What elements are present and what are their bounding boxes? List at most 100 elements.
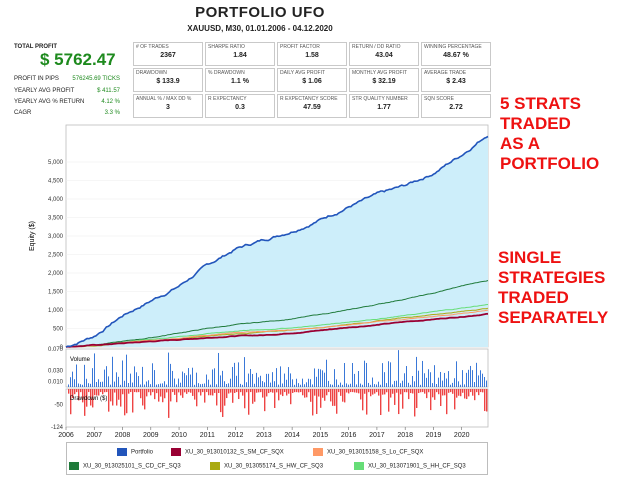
drawdown-bar: [220, 389, 222, 413]
volume-bar: [372, 377, 373, 387]
y-tick-label: 3,000: [48, 234, 64, 240]
x-tick-label: 2020: [454, 432, 470, 439]
volume-bar: [202, 383, 203, 387]
drawdown-bar: [228, 389, 230, 394]
drawdown-bar: [98, 389, 100, 396]
stat-label: SQN SCORE: [424, 96, 455, 102]
stat-value: 2367: [160, 52, 176, 59]
drawdown-bar: [178, 389, 180, 393]
volume-bar: [476, 362, 477, 387]
portfolio-annotation: 5 STRATS TRADED AS A PORTFOLIO: [500, 94, 599, 174]
volume-bar: [342, 384, 343, 387]
volume-bar: [78, 383, 79, 387]
summary-value: 3.3 %: [104, 110, 120, 116]
stat-value: 1.58: [305, 52, 319, 59]
volume-bar: [76, 364, 77, 387]
volume-bar: [438, 377, 439, 387]
volume-bar: [128, 383, 129, 387]
drawdown-bar: [432, 389, 434, 398]
volume-bar: [322, 370, 323, 387]
stat-value: 0.3: [235, 104, 245, 111]
drawdown-bar: [144, 389, 146, 410]
volume-bar: [330, 384, 331, 387]
volume-bar: [174, 378, 175, 387]
drawdown-bar: [486, 389, 488, 412]
drawdown-bar: [236, 389, 238, 393]
stat-sqn-score: SQN SCORE 2.72: [421, 94, 491, 118]
chart-legend: Portfolio XU_30_913010132_S_SM_CF_SQX XU…: [66, 442, 488, 475]
legend-swatch: [69, 462, 79, 470]
drawdown-bar: [124, 389, 126, 416]
drawdown-bar: [216, 389, 218, 406]
drawdown-bar: [426, 389, 428, 399]
volume-bar: [172, 370, 173, 387]
volume-bar: [96, 381, 97, 387]
stat-annual-max-dd: ANNUAL % / MAX DD % 3: [133, 94, 203, 118]
volume-bar: [474, 382, 475, 387]
total-profit-label: TOTAL PROFIT: [14, 44, 57, 50]
volume-bar: [356, 384, 357, 387]
volume-bar: [328, 380, 329, 387]
volume-bar: [266, 373, 267, 387]
series-line-0: [65, 135, 489, 348]
volume-bar: [396, 380, 397, 387]
summary-row: CAGR 3.3 %: [14, 110, 120, 116]
volume-bar: [258, 377, 259, 387]
stat-value: 43.04: [375, 52, 393, 59]
drawdown-bar: [276, 389, 278, 393]
drawdown-bar: [226, 389, 228, 399]
drawdown-bar: [202, 389, 204, 393]
drawdown-bar: [138, 389, 140, 393]
volume-y-tick-label: 0.010: [48, 380, 64, 386]
drawdown-bar: [376, 389, 378, 393]
volume-bar: [234, 362, 235, 387]
drawdown-bar: [484, 389, 486, 412]
volume-bar: [402, 380, 403, 387]
stat-return-dd-ratio: RETURN / DD RATIO 43.04: [349, 42, 419, 66]
drawdown-bar: [342, 389, 344, 402]
volume-bar: [418, 370, 419, 387]
drawdown-bar: [218, 389, 220, 393]
legend-swatch: [210, 462, 220, 470]
volume-bar: [260, 375, 261, 387]
drawdown-bar: [390, 389, 392, 398]
volume-bar: [166, 384, 167, 387]
drawdown-bar: [324, 389, 326, 401]
volume-bar: [482, 373, 483, 387]
volume-bar: [214, 368, 215, 387]
drawdown-bar: [150, 389, 152, 396]
volume-bar: [446, 378, 447, 387]
drawdown-bar: [182, 389, 184, 398]
drawdown-bar: [210, 389, 212, 396]
drawdown-bar: [162, 389, 164, 403]
drawdown-bar: [118, 389, 120, 400]
volume-bar: [484, 376, 485, 387]
drawdown-bar: [242, 389, 244, 396]
volume-bar: [196, 372, 197, 387]
drawdown-bar: [164, 389, 166, 399]
report-title: PORTFOLIO UFO: [195, 4, 325, 21]
legend-label: XU_30_913055174_S_HW_CF_SQ3: [224, 463, 324, 470]
volume-bar: [250, 369, 251, 387]
drawdown-bar: [352, 389, 354, 393]
volume-bar: [398, 350, 399, 387]
drawdown-bar: [84, 389, 86, 416]
stat-percent-drawdown: % DRAWDOWN 1.1 %: [205, 68, 275, 92]
volume-bar: [298, 383, 299, 387]
volume-bar: [144, 384, 145, 387]
drawdown-bar: [280, 389, 282, 395]
drawdown-bar: [166, 389, 168, 393]
drawdown-bar: [336, 389, 338, 414]
drawdown-bar: [250, 389, 252, 393]
drawdown-bar: [320, 389, 322, 408]
volume-bar: [176, 384, 177, 387]
volume-bar: [146, 381, 147, 387]
drawdown-bar: [204, 389, 206, 403]
x-tick-label: 2018: [397, 432, 413, 439]
drawdown-bar: [358, 389, 360, 394]
volume-bar: [138, 376, 139, 387]
volume-bar: [284, 373, 285, 387]
volume-bar: [242, 384, 243, 387]
drawdown-bar: [354, 389, 356, 393]
